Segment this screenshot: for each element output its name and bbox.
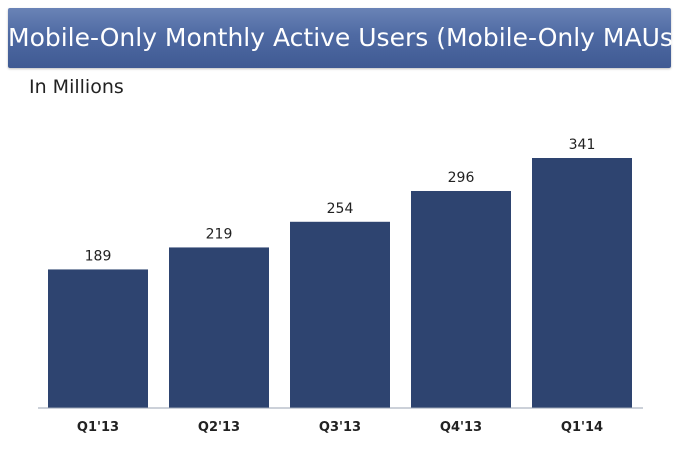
bars-group (48, 158, 632, 408)
data-label: 189 (85, 248, 112, 264)
x-tick-label: Q1'14 (561, 420, 603, 435)
bar (169, 247, 269, 408)
data-label: 254 (327, 201, 354, 217)
x-tick-label: Q4'13 (440, 420, 482, 435)
bar (411, 190, 511, 408)
title-banner: Mobile-Only Monthly Active Users (Mobile… (8, 8, 680, 68)
bar (48, 269, 148, 408)
data-label: 341 (569, 137, 596, 153)
x-tick-label: Q1'13 (77, 420, 119, 435)
x-tick-label: Q2'13 (198, 420, 240, 435)
bar (532, 158, 632, 408)
data-label: 296 (448, 170, 475, 186)
value-labels-group: 189 219 254 296 341 (85, 137, 596, 264)
x-tick-label: Q3'13 (319, 420, 361, 435)
bar (290, 221, 390, 408)
chart-subtitle: In Millions (29, 76, 124, 98)
chart-title: Mobile-Only Monthly Active Users (Mobile… (8, 23, 680, 52)
x-tick-labels-group: Q1'13 Q2'13 Q3'13 Q4'13 Q1'14 (77, 420, 603, 435)
data-label: 219 (206, 226, 233, 242)
